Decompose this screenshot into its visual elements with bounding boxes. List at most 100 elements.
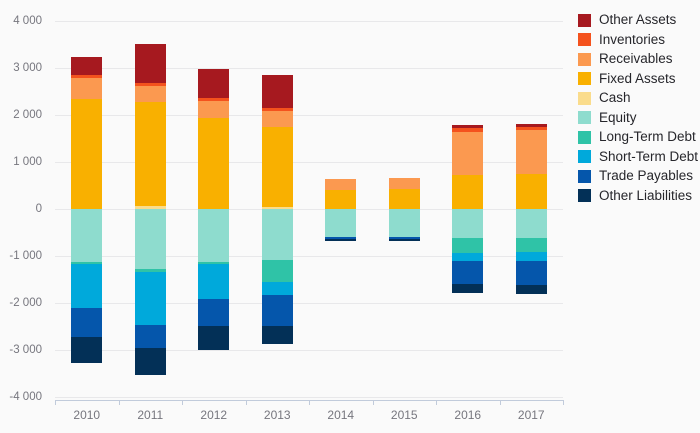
- legend-item[interactable]: Fixed Assets: [578, 71, 698, 86]
- bar-segment[interactable]: [134, 347, 166, 376]
- bar-segment[interactable]: [515, 130, 547, 174]
- y-tick-label: 2 000: [13, 109, 42, 121]
- bar-segment[interactable]: [261, 126, 293, 207]
- legend-swatch-icon: [578, 91, 591, 105]
- bar-segment[interactable]: [134, 83, 166, 87]
- y-tick-label: 1 000: [13, 156, 42, 168]
- bar-segment[interactable]: [71, 262, 103, 264]
- bar-segment[interactable]: [452, 261, 484, 284]
- bar-segment[interactable]: [134, 271, 166, 325]
- legend-item[interactable]: Other Liabilities: [578, 187, 698, 203]
- x-tick-label: 2012: [200, 408, 228, 422]
- bar-segment[interactable]: [134, 206, 166, 209]
- y-tick-label: 4 000: [13, 15, 42, 27]
- bar-segment[interactable]: [71, 99, 103, 209]
- legend-item[interactable]: Equity: [578, 109, 698, 125]
- gridline: [55, 115, 563, 116]
- bar-segment[interactable]: [261, 295, 293, 326]
- x-axis-tick: [182, 400, 183, 405]
- x-axis-tick: [55, 400, 56, 405]
- y-tick-label: -1 000: [9, 250, 42, 262]
- bar-segment[interactable]: [452, 209, 484, 238]
- bar-segment[interactable]: [325, 190, 357, 209]
- bar-segment[interactable]: [198, 263, 230, 299]
- bar-segment[interactable]: [134, 268, 166, 272]
- bar-segment[interactable]: [515, 251, 547, 262]
- legend-swatch-icon: [578, 169, 591, 183]
- bar-segment[interactable]: [515, 285, 547, 295]
- bar-segment[interactable]: [325, 209, 357, 237]
- bar-segment[interactable]: [134, 102, 166, 207]
- bar-segment[interactable]: [198, 98, 230, 102]
- legend-item[interactable]: Long-Term Debt: [578, 130, 698, 144]
- bar-segment[interactable]: [71, 263, 103, 308]
- bar-segment[interactable]: [515, 238, 547, 252]
- bar-segment[interactable]: [198, 118, 230, 209]
- bar-segment[interactable]: [515, 209, 547, 239]
- bar-segment[interactable]: [71, 78, 103, 100]
- bar-segment[interactable]: [198, 68, 230, 99]
- legend-label: Trade Payables: [599, 168, 694, 183]
- bar-segment[interactable]: [261, 206, 293, 209]
- legend-item[interactable]: Receivables: [578, 52, 698, 66]
- bar-segment[interactable]: [388, 189, 420, 209]
- bar-segment[interactable]: [515, 126, 547, 131]
- x-axis-tick: [372, 400, 374, 405]
- x-axis-tick: [309, 400, 310, 405]
- bar-segment[interactable]: [134, 209, 166, 269]
- bar-segment[interactable]: [261, 259, 293, 283]
- bar-segment[interactable]: [452, 131, 484, 176]
- bar-segment[interactable]: [452, 127, 484, 132]
- gridline: [55, 397, 563, 398]
- bar-segment[interactable]: [261, 111, 293, 127]
- bar-segment[interactable]: [134, 86, 166, 103]
- bar-segment[interactable]: [198, 299, 230, 326]
- legend-label: Equity: [599, 109, 637, 125]
- bar-segment[interactable]: [134, 44, 166, 84]
- bar-segment[interactable]: [325, 178, 357, 191]
- legend: Other Assets Inventories Receivables Fixed …: [578, 13, 698, 203]
- bar-segment[interactable]: [325, 236, 357, 240]
- bar-segment[interactable]: [71, 75, 103, 79]
- bar-segment[interactable]: [452, 252, 484, 262]
- gridline: [55, 162, 563, 163]
- bar-segment[interactable]: [71, 307, 103, 337]
- bar-segment[interactable]: [134, 324, 166, 348]
- legend-item[interactable]: Trade Payables: [578, 169, 698, 183]
- legend-swatch-icon: [578, 189, 591, 202]
- bar-segment[interactable]: [71, 56, 103, 76]
- x-tick-label: 2013: [263, 408, 291, 422]
- bar-segment[interactable]: [452, 237, 484, 253]
- bar-segment[interactable]: [452, 283, 484, 293]
- bar-segment[interactable]: [388, 178, 420, 190]
- bar-segment[interactable]: [198, 209, 230, 262]
- bar-segment[interactable]: [198, 101, 230, 119]
- gridline: [55, 21, 563, 22]
- legend-item[interactable]: Short-Term Debt: [578, 149, 698, 164]
- bar-segment[interactable]: [515, 173, 547, 209]
- legend-item[interactable]: Inventories: [578, 32, 698, 47]
- bar-segment[interactable]: [261, 325, 293, 344]
- bar-segment[interactable]: [71, 336, 103, 363]
- bar-segment[interactable]: [261, 209, 293, 260]
- bar-segment[interactable]: [198, 261, 230, 264]
- bar-segment[interactable]: [261, 282, 293, 296]
- bar-segment[interactable]: [388, 209, 420, 238]
- bar-segment[interactable]: [261, 107, 293, 111]
- legend-item[interactable]: Cash: [578, 91, 698, 105]
- bar-segment[interactable]: [325, 239, 357, 241]
- bar-segment[interactable]: [261, 75, 293, 108]
- bar-segment[interactable]: [71, 209, 103, 263]
- bar-segment[interactable]: [198, 325, 230, 350]
- bar-segment[interactable]: [452, 175, 484, 209]
- x-tick-label: 2011: [137, 408, 164, 422]
- legend-label: Other Liabilities: [599, 187, 693, 203]
- legend-item[interactable]: Other Assets: [578, 13, 698, 27]
- legend-swatch-icon: [578, 111, 591, 124]
- gridline: [55, 68, 563, 69]
- bar-segment[interactable]: [515, 261, 547, 286]
- bar-segment[interactable]: [452, 125, 484, 128]
- bar-segment[interactable]: [515, 124, 547, 127]
- bar-segment[interactable]: [388, 237, 420, 239]
- bar-segment[interactable]: [388, 238, 420, 241]
